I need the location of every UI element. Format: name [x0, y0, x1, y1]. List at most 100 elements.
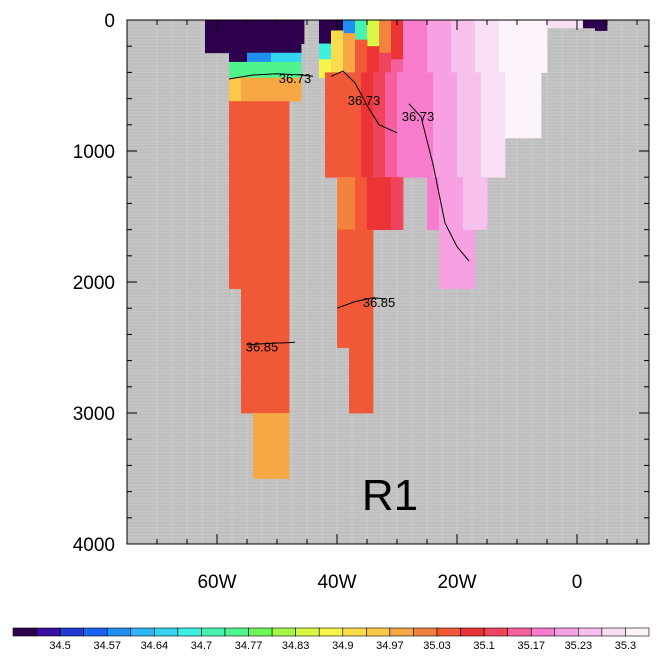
salinity-cell: [229, 101, 242, 289]
salinity-cell: [367, 46, 380, 73]
salinity-cell: [355, 177, 368, 230]
salinity-cell: [331, 30, 344, 73]
salinity-cell: [319, 20, 332, 44]
salinity-cell: [247, 52, 272, 63]
salinity-cell: [409, 72, 422, 178]
colorbar-label: 35.17: [517, 640, 545, 652]
contour-label: 36.85: [363, 295, 396, 310]
salinity-cell: [493, 72, 506, 178]
plot-area: 36.73 36.73 36.73 36.85 36.85 0 1000 2000 3000 4…: [73, 11, 650, 593]
colorbar-swatch: [625, 627, 650, 637]
salinity-cell: [361, 72, 374, 178]
salinity-cell: [229, 52, 248, 63]
y-tick-label: 2000: [73, 273, 115, 294]
salinity-cell: [367, 177, 380, 230]
salinity-cell: [487, 20, 500, 73]
contour-label: 36.73: [279, 71, 312, 86]
colorbar-swatch: [507, 627, 532, 637]
colorbar-label: 34.5: [49, 640, 70, 652]
contour-label: 36.85: [246, 340, 279, 355]
salinity-cell: [475, 20, 488, 73]
salinity-cell: [511, 20, 524, 73]
salinity-cell: [463, 177, 476, 230]
colorbar-swatch: [554, 627, 579, 637]
colorbar-swatch: [177, 627, 202, 637]
salinity-cell: [337, 177, 356, 230]
salinity-cell: [535, 20, 548, 73]
salinity-cell: [451, 177, 464, 230]
salinity-cell: [469, 72, 482, 178]
salinity-cell: [517, 72, 530, 139]
salinity-cell: [451, 229, 464, 289]
x-tick-label: 40W: [317, 572, 356, 593]
salinity-cell: [343, 20, 356, 34]
colorbar-swatch: [12, 627, 37, 637]
y-tick-label: 4000: [73, 535, 115, 556]
colorbar-swatch: [366, 627, 391, 637]
colorbar-label: 35.23: [565, 640, 593, 652]
colorbar-swatch: [271, 627, 296, 637]
salinity-cell: [241, 77, 302, 102]
colorbar-swatch: [318, 627, 344, 637]
salinity-cell: [445, 72, 458, 178]
colorbar-label: 34.64: [141, 640, 169, 652]
colorbar-label: 34.57: [93, 640, 121, 652]
salinity-cell: [439, 177, 452, 230]
salinity-cell: [481, 72, 494, 178]
salinity-cell: [229, 77, 242, 102]
colorbar-swatch: [436, 627, 461, 637]
colorbar-swatch: [59, 627, 84, 637]
salinity-cell: [439, 229, 452, 289]
colorbar-swatch: [130, 627, 155, 637]
contour-lines: 36.73 36.73 36.73 36.85 36.85: [228, 70, 470, 355]
colorbar-swatch: [530, 627, 556, 637]
colorbar-swatch: [201, 627, 226, 637]
colorbar-swatch: [389, 627, 414, 637]
salinity-cell: [343, 33, 356, 73]
x-tick-label: 20W: [437, 572, 476, 593]
salinity-cell: [397, 72, 410, 178]
axis-ticks: 0 1000 2000 3000 4000 60W 40W 20W 0: [73, 11, 649, 593]
salinity-cell: [349, 347, 374, 414]
salinity-cell: [457, 72, 470, 178]
salinity-cell: [241, 288, 290, 414]
colorbar-swatch: [83, 627, 108, 637]
salinity-cell: [529, 72, 542, 139]
salinity-cell: [403, 20, 416, 73]
colorbar-swatch: [36, 627, 61, 637]
salinity-cell: [547, 20, 560, 29]
salinity-cells: [205, 20, 608, 479]
colorbar-swatch: [483, 627, 508, 637]
salinity-cell: [241, 101, 290, 289]
colorbar-label: 34.9: [332, 640, 353, 652]
salinity-cell: [319, 43, 332, 60]
colorbar-swatch: [248, 627, 273, 637]
salinity-cell: [505, 72, 518, 139]
x-tick-label: 0: [572, 572, 583, 593]
colorbar-swatch: [154, 627, 179, 637]
salinity-cell: [337, 229, 374, 348]
y-tick-label: 0: [104, 11, 115, 32]
y-tick-label: 1000: [73, 142, 115, 163]
contour-line: [336, 297, 386, 309]
salinity-cell: [463, 20, 476, 73]
salinity-cell: [379, 20, 392, 54]
salinity-cell: [325, 72, 350, 178]
colorbar-swatch: [342, 627, 367, 637]
colorbar-label: 35.3: [615, 640, 636, 652]
x-tick-label: 60W: [197, 572, 236, 593]
salinity-cell: [415, 20, 428, 73]
salinity-cell: [379, 177, 392, 230]
salinity-cell: [433, 72, 446, 178]
colorbar-label: 34.83: [282, 640, 310, 652]
salinity-cell: [583, 20, 596, 29]
colorbar-swatch: [295, 627, 320, 637]
salinity-cell: [391, 20, 404, 60]
colorbar-label: 34.77: [235, 640, 263, 652]
panel-label: R1: [362, 471, 418, 520]
colorbar-label: 34.97: [376, 640, 404, 652]
salinity-cell: [463, 229, 476, 289]
contour-line: [246, 341, 296, 346]
salinity-cell: [427, 20, 440, 73]
colorbar-swatch: [106, 627, 132, 637]
